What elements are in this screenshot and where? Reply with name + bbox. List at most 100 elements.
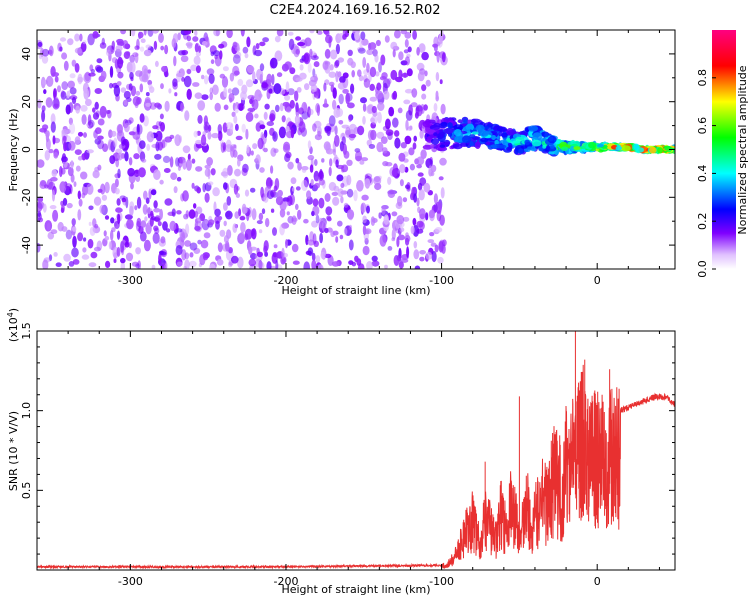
noise-blob (203, 115, 208, 126)
snr-y-ticks: 0.5 1.0 1.5 (20, 322, 675, 555)
noise-blob (130, 61, 136, 73)
noise-blob (37, 99, 42, 109)
noise-blob (440, 187, 445, 199)
noise-blob (266, 121, 274, 127)
noise-blob (380, 136, 388, 145)
noise-blob (297, 127, 302, 136)
noise-blob (192, 82, 200, 87)
noise-blob (310, 84, 318, 93)
noise-blob (376, 82, 382, 91)
noise-blob (242, 206, 248, 214)
signal-blob (471, 131, 479, 135)
signal-blob (469, 140, 474, 147)
noise-blob (417, 182, 423, 191)
noise-blob (70, 173, 75, 183)
noise-blob (273, 244, 278, 249)
noise-blob (416, 228, 424, 234)
noise-blob (127, 167, 135, 177)
noise-blob (392, 49, 396, 58)
noise-blob (259, 63, 265, 72)
snr-x-ticks: -300 -200 -100 0 (36, 331, 660, 588)
noise-blob (136, 196, 142, 209)
noise-blob (182, 190, 189, 202)
noise-blob (295, 203, 299, 210)
noise-blob (61, 81, 68, 91)
noise-blob (294, 90, 299, 102)
noise-blob (316, 30, 323, 35)
noise-blob (245, 128, 249, 140)
noise-blob (68, 117, 73, 126)
noise-blob (113, 258, 117, 264)
figure-title: C2E4.2024.169.16.52.R02 (269, 3, 440, 18)
noise-blob (152, 232, 160, 244)
noise-blob (311, 220, 318, 228)
noise-blob (96, 66, 104, 73)
noise-blob (335, 43, 340, 55)
noise-blob (88, 221, 92, 226)
signal-blob (621, 145, 631, 152)
noise-blob (237, 102, 245, 111)
noise-blob (304, 83, 310, 91)
noise-blob (370, 216, 376, 227)
noise-blob (140, 38, 146, 43)
noise-blob (406, 246, 410, 258)
noise-blob (154, 153, 162, 160)
noise-blob (227, 88, 232, 94)
noise-blob (180, 55, 189, 63)
noise-blob (304, 37, 312, 47)
noise-blob (364, 173, 373, 179)
noise-blob (115, 158, 120, 168)
noise-blob (142, 204, 148, 215)
noise-blob (232, 41, 238, 49)
noise-blob (387, 246, 393, 251)
snr-line (37, 364, 675, 570)
noise-blob (201, 134, 207, 146)
noise-blob (44, 150, 50, 161)
noise-blob (275, 259, 279, 269)
noise-blob (57, 85, 61, 93)
noise-blob (206, 68, 215, 76)
noise-blob (362, 115, 366, 125)
noise-blob (242, 163, 249, 173)
noise-blob (297, 162, 302, 171)
noise-blob (343, 150, 350, 159)
noise-blob (261, 208, 266, 215)
noise-blob (405, 232, 409, 238)
noise-blob (75, 105, 81, 114)
noise-blob (73, 181, 77, 188)
noise-blob (174, 92, 178, 97)
noise-blob (279, 102, 284, 112)
noise-blob (139, 140, 146, 150)
noise-blob (265, 217, 270, 228)
noise-blob (284, 94, 291, 101)
signal-blob (425, 119, 431, 126)
signal-blob (528, 125, 539, 132)
noise-blob (180, 231, 186, 243)
noise-blob (250, 150, 254, 156)
noise-blob (425, 251, 433, 260)
noise-blob (116, 246, 121, 257)
noise-blob (244, 233, 249, 241)
noise-blob (391, 168, 398, 178)
noise-blob (416, 62, 425, 71)
signal-blob (554, 149, 559, 156)
signal-blob (538, 146, 544, 152)
noise-blob (368, 42, 377, 50)
noise-blob (435, 90, 439, 100)
noise-blob (188, 260, 197, 268)
noise-blob (117, 71, 124, 79)
noise-blob (390, 69, 398, 81)
noise-blob (405, 110, 413, 121)
noise-blob (77, 156, 83, 161)
noise-blob (208, 219, 215, 226)
noise-blob (168, 88, 172, 94)
noise-blob (80, 105, 88, 112)
noise-blob (192, 36, 199, 42)
noise-blob (315, 255, 321, 263)
noise-blob (143, 239, 151, 252)
noise-blob (194, 30, 198, 36)
signal-blob (444, 141, 450, 145)
y-tick-label: 0.5 (20, 482, 33, 500)
x-tick-label: -300 (118, 274, 143, 287)
noise-blob (60, 91, 67, 100)
